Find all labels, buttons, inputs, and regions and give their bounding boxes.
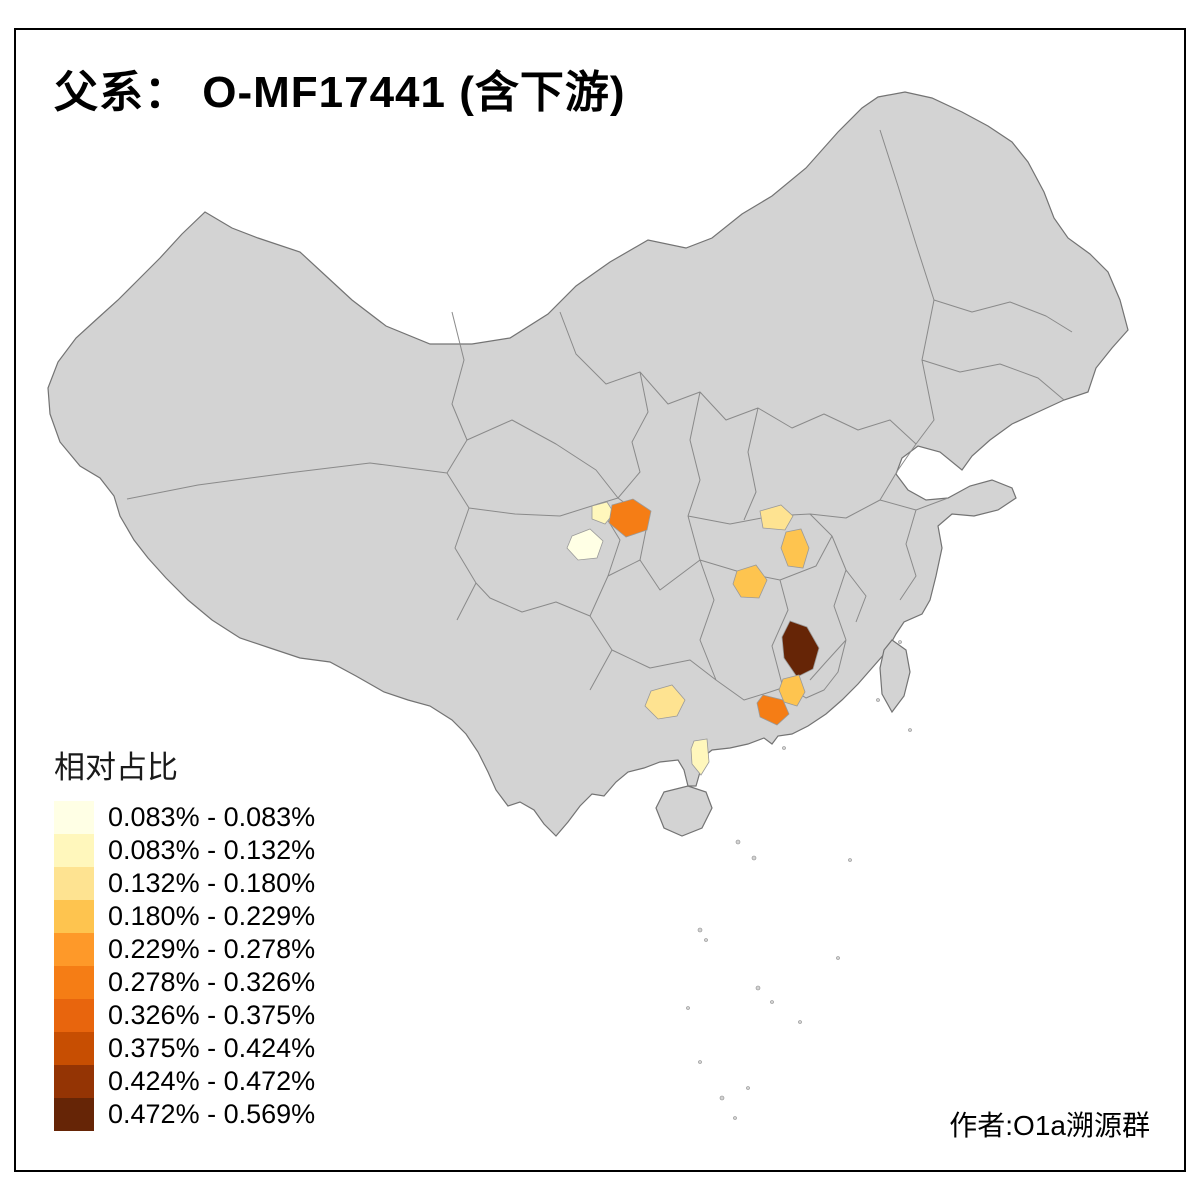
legend-title: 相对占比 xyxy=(54,750,178,785)
taiwan-island xyxy=(879,639,911,714)
legend-row: 0.278% - 0.326% xyxy=(54,966,315,999)
legend-label: 0.326% - 0.375% xyxy=(108,1000,316,1030)
legend-swatch xyxy=(54,900,94,933)
legend-swatch xyxy=(54,1098,94,1131)
highlight-region-6 xyxy=(732,564,768,599)
island-dot xyxy=(746,1086,750,1090)
legend-swatch xyxy=(54,834,94,867)
island-dot xyxy=(698,1060,702,1064)
legend-row: 0.083% - 0.083% xyxy=(54,801,315,834)
island-dot xyxy=(697,927,703,933)
legend-swatch xyxy=(54,1032,94,1065)
island-dot xyxy=(719,1095,725,1101)
legend-label: 0.180% - 0.229% xyxy=(108,901,316,931)
plot-border xyxy=(14,28,1186,1172)
island-dot xyxy=(733,1116,737,1120)
page-title: 父系： O-MF17441 (含下游) xyxy=(54,68,626,117)
legend-label: 0.375% - 0.424% xyxy=(108,1033,316,1063)
highlight-region-9 xyxy=(756,694,790,726)
island-dot xyxy=(798,1020,802,1024)
hainan-island xyxy=(655,785,713,837)
author-credit: 作者:O1a溯源群 xyxy=(949,1110,1150,1141)
island-dot xyxy=(735,839,741,845)
legend-swatch xyxy=(54,867,94,900)
legend-label: 0.083% - 0.083% xyxy=(108,802,316,832)
legend-row: 0.424% - 0.472% xyxy=(54,1065,315,1098)
legend-row: 0.083% - 0.132% xyxy=(54,834,315,867)
legend-label: 0.083% - 0.132% xyxy=(108,835,316,865)
legend-swatch xyxy=(54,966,94,999)
legend-row: 0.326% - 0.375% xyxy=(54,999,315,1032)
highlight-region-3 xyxy=(608,498,652,538)
legend-label: 0.278% - 0.326% xyxy=(108,967,316,997)
legend-label: 0.132% - 0.180% xyxy=(108,868,316,898)
island-dot xyxy=(751,855,757,861)
legend-row: 0.180% - 0.229% xyxy=(54,900,315,933)
province-borders xyxy=(126,129,1073,701)
legend-label: 0.424% - 0.472% xyxy=(108,1066,316,1096)
highlight-region-7 xyxy=(781,620,820,678)
highlight-region-5 xyxy=(780,528,810,569)
island-dot xyxy=(755,985,761,991)
legend-swatch xyxy=(54,999,94,1032)
legend-row: 0.472% - 0.569% xyxy=(54,1098,315,1131)
island-dot xyxy=(898,640,902,644)
island-dot xyxy=(686,1006,690,1010)
legend-label: 0.472% - 0.569% xyxy=(108,1099,316,1129)
island-dot xyxy=(704,938,708,942)
island-dot xyxy=(770,1000,774,1004)
island-dot xyxy=(876,698,880,702)
island-dot xyxy=(836,956,840,960)
highlight-region-4 xyxy=(759,504,794,531)
highlight-region-2 xyxy=(566,528,604,561)
highlight-region-8 xyxy=(778,674,806,707)
legend-swatch xyxy=(54,1065,94,1098)
legend-row: 0.229% - 0.278% xyxy=(54,933,315,966)
legend-label: 0.229% - 0.278% xyxy=(108,934,316,964)
legend-row: 0.375% - 0.424% xyxy=(54,1032,315,1065)
legend-swatch xyxy=(54,933,94,966)
legend: 相对占比 0.083% - 0.083% 0.083% - 0.132% 0.1… xyxy=(54,742,315,1131)
island-dot xyxy=(908,728,912,732)
legend-swatch xyxy=(54,801,94,834)
small-islands-group xyxy=(686,640,912,1120)
island-dot xyxy=(848,858,852,862)
highlight-region-10 xyxy=(644,684,686,720)
highlight-region-11 xyxy=(690,738,710,776)
island-dot xyxy=(782,746,786,750)
legend-row: 0.132% - 0.180% xyxy=(54,867,315,900)
